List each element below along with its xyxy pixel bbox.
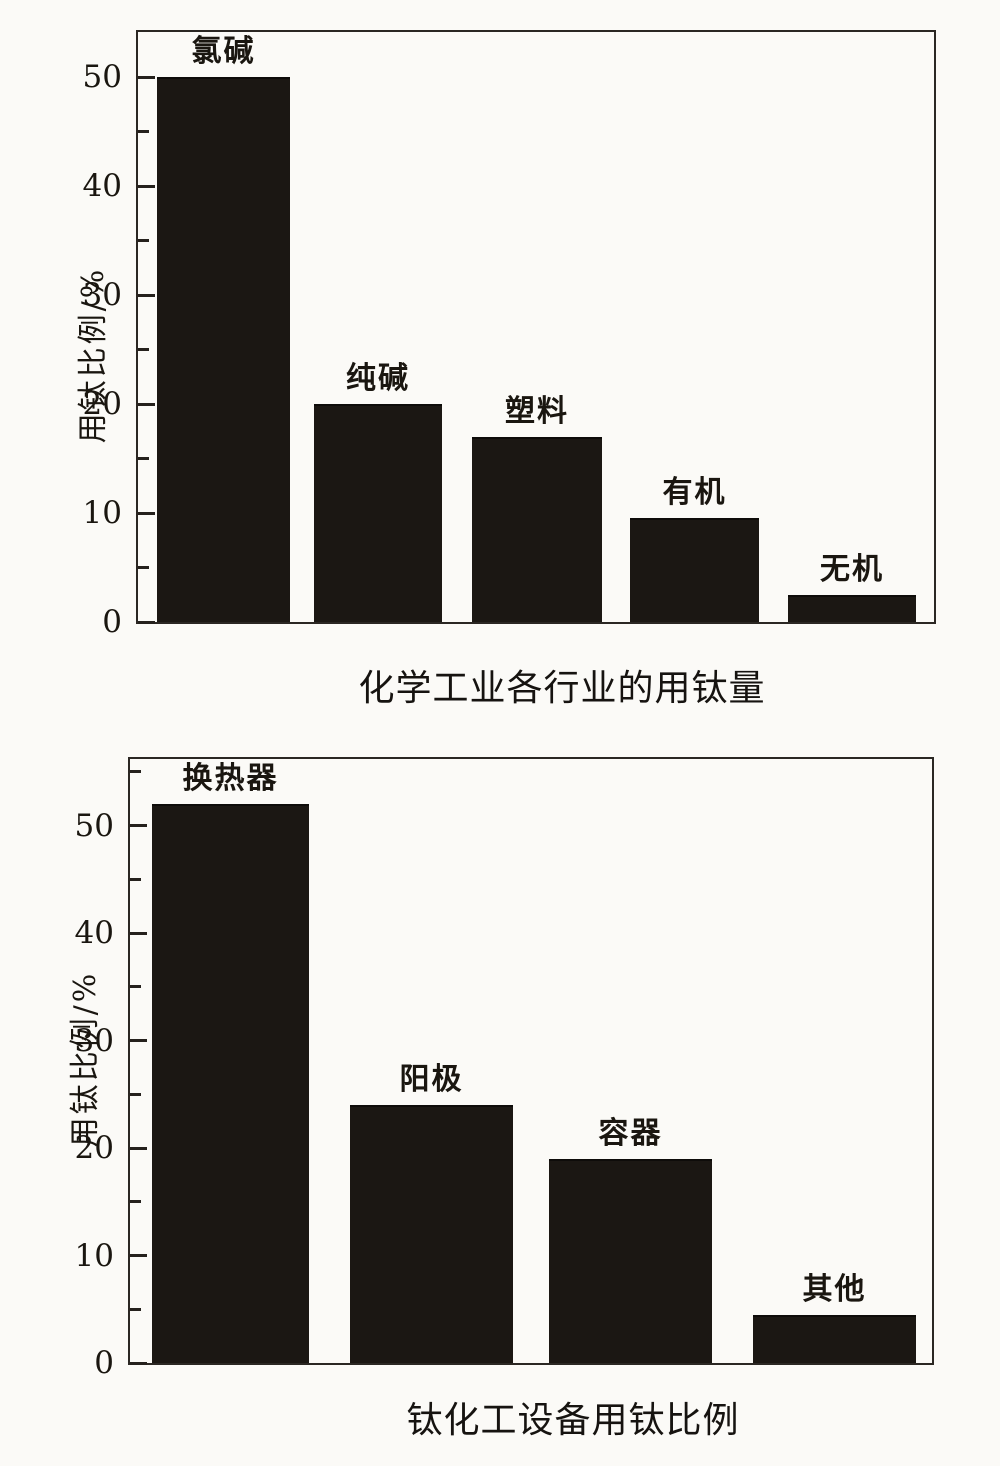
y-tick-major: [130, 1039, 147, 1042]
y-tick-label: 0: [102, 604, 122, 640]
y-tick-major: [138, 293, 155, 297]
bar-1: [157, 77, 290, 622]
bar-label: 塑料: [505, 393, 569, 429]
chart-title: 化学工业各行业的用钛量: [358, 668, 766, 709]
y-tick-label: 10: [74, 1237, 114, 1274]
y-tick-label: 30: [74, 1022, 114, 1059]
bar-label: 氯碱: [191, 34, 256, 69]
bar-label: 无机: [820, 551, 884, 587]
y-tick-major: [130, 824, 147, 827]
y-tick-minor: [130, 770, 141, 774]
y-tick-minor: [138, 348, 149, 351]
bar-4: [630, 518, 759, 622]
bar-2: [350, 1105, 513, 1363]
y-axis-title: 用钛比例/%: [68, 970, 103, 1148]
y-tick-minor: [138, 457, 149, 460]
y-tick-label: 20: [82, 386, 122, 422]
y-tick-minor: [130, 1092, 141, 1096]
y-tick-label: 20: [74, 1130, 114, 1166]
y-tick-minor: [130, 985, 141, 989]
bar-1: [152, 804, 309, 1363]
y-tick-minor: [138, 239, 149, 242]
plot-area: 0 10 20 30 40 50 换热器阳极容器其他: [75, 757, 934, 1381]
chart-title: 钛化工设备用钛比例: [406, 1400, 740, 1441]
bar-3: [472, 436, 602, 622]
y-tick-major: [138, 620, 155, 624]
bar-label: 纯碱: [346, 361, 410, 396]
y-tick-major: [138, 402, 155, 406]
bar-label: 阳极: [399, 1062, 464, 1097]
y-tick-label: 30: [82, 277, 122, 313]
y-tick-major: [130, 1361, 147, 1365]
bar-3: [549, 1158, 712, 1363]
y-tick-minor: [130, 877, 141, 881]
y-tick-minor: [138, 130, 149, 133]
y-tick-major: [138, 511, 155, 515]
y-tick-major: [138, 184, 155, 188]
y-tick-minor: [130, 1307, 141, 1311]
y-tick-major: [130, 1254, 147, 1257]
plot-area: 0 10 20 30 40 50 氯碱纯碱塑料有机无机: [83, 30, 936, 640]
y-tick-major: [138, 75, 155, 79]
bar-label: 容器: [598, 1115, 663, 1151]
y-tick-label: 50: [74, 807, 114, 844]
bar-2: [314, 404, 442, 622]
y-tick-major: [130, 1146, 147, 1150]
y-tick-minor: [138, 566, 149, 569]
y-tick-major: [130, 931, 147, 935]
bar-label: 其他: [802, 1271, 867, 1307]
bar-5: [788, 594, 916, 622]
y-tick-label: 0: [94, 1345, 114, 1381]
bar-4: [753, 1314, 916, 1363]
y-tick-label: 10: [82, 495, 122, 531]
bar-label: 换热器: [182, 761, 279, 796]
y-tick-label: 40: [82, 168, 122, 204]
y-tick-minor: [130, 1200, 141, 1204]
y-tick-label: 50: [82, 59, 122, 95]
bar-label: 有机: [662, 475, 727, 511]
y-tick-label: 40: [74, 915, 114, 951]
chart-titanium-usage-by-chemical-industry: 0 10 20 30 40 50 氯碱 纯碱 塑料 有机 无机 用钛比例/% 化学工业各行业的用钛…: [0, 0, 1000, 730]
